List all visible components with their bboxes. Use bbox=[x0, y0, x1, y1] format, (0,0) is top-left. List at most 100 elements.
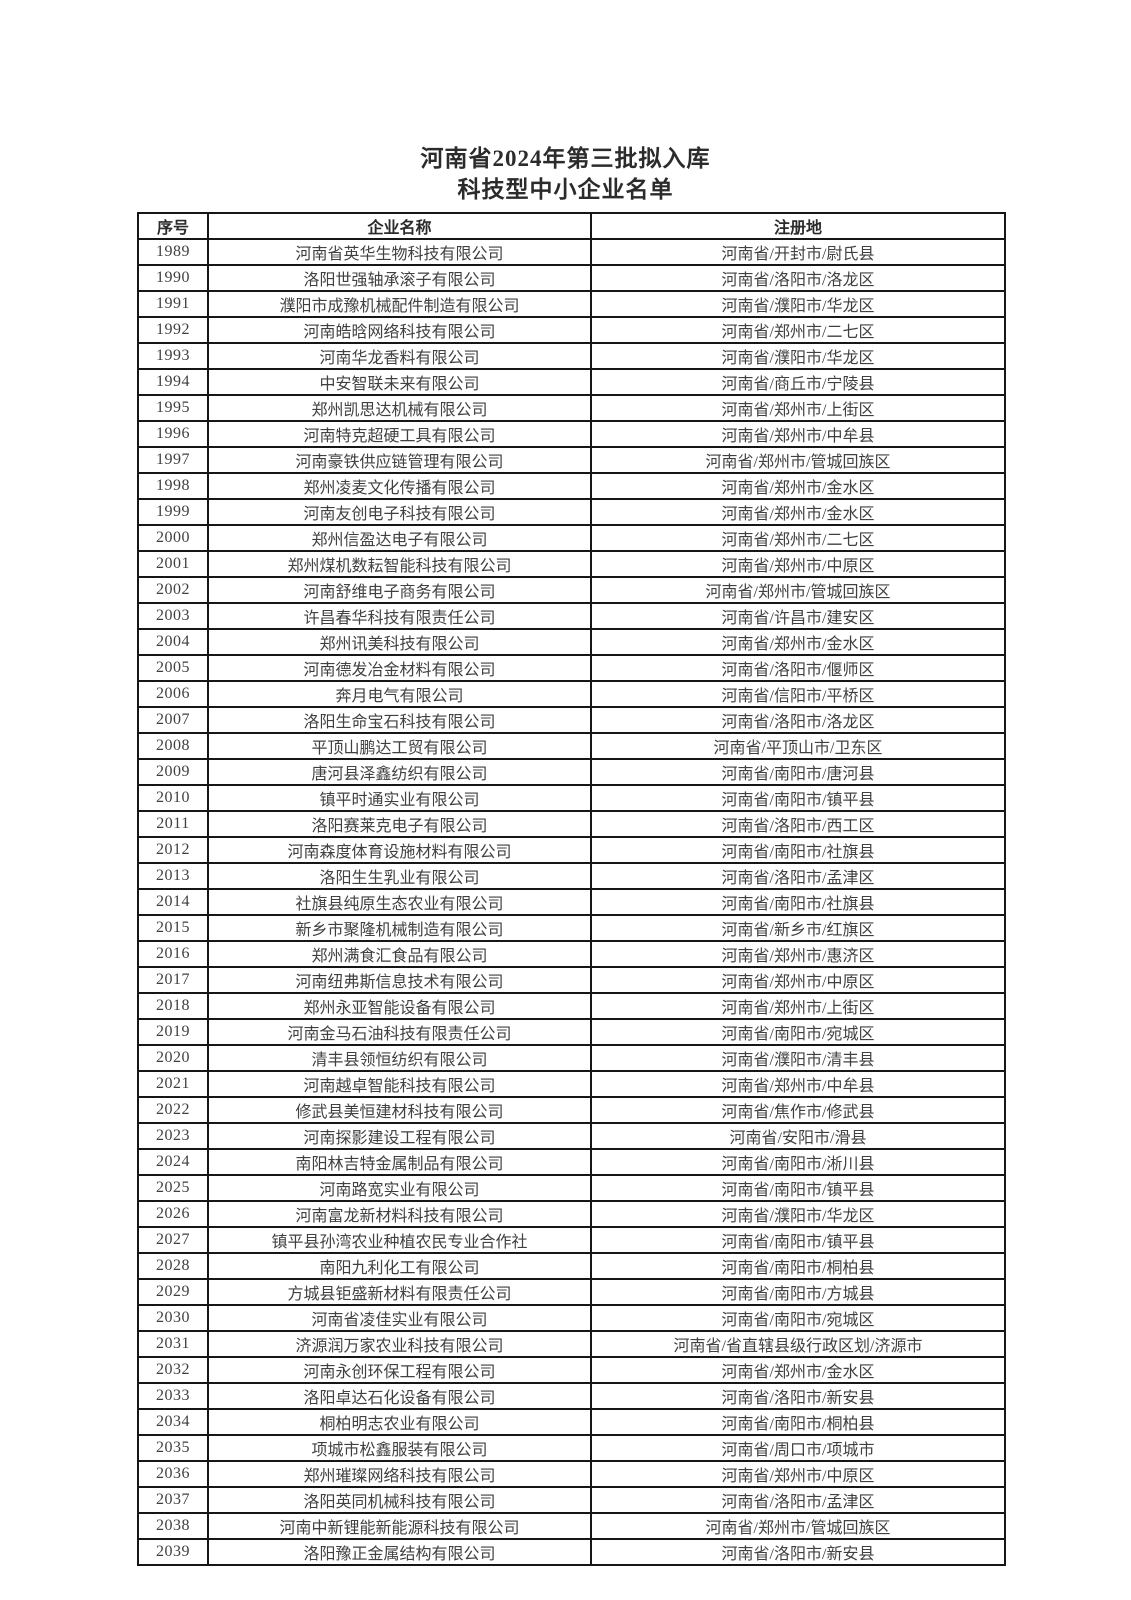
registration-cell: 河南省/郑州市/上街区 bbox=[590, 394, 1006, 422]
company-name-cell: 新乡市聚隆机械制造有限公司 bbox=[207, 914, 592, 942]
company-name-cell: 河南路宽实业有限公司 bbox=[207, 1174, 592, 1202]
company-name-cell: 濮阳市成豫机械配件制造有限公司 bbox=[207, 290, 592, 318]
company-name-cell: 郑州煤机数耘智能科技有限公司 bbox=[207, 550, 592, 578]
table-row: 2024 南阳林吉特金属制品有限公司 河南省/南阳市/淅川县 bbox=[137, 1148, 1006, 1176]
table-row: 2015 新乡市聚隆机械制造有限公司 河南省/新乡市/红旗区 bbox=[137, 914, 1006, 942]
serial-cell: 2023 bbox=[137, 1122, 209, 1150]
table-row: 1990 洛阳世强轴承滚子有限公司 河南省/洛阳市/洛龙区 bbox=[137, 264, 1006, 292]
table-row: 2011 洛阳赛莱克电子有限公司 河南省/洛阳市/西工区 bbox=[137, 810, 1006, 838]
table-row: 2007 洛阳生命宝石科技有限公司 河南省/洛阳市/洛龙区 bbox=[137, 706, 1006, 734]
company-name-cell: 洛阳赛莱克电子有限公司 bbox=[207, 810, 592, 838]
company-name-cell: 河南森度体育设施材料有限公司 bbox=[207, 836, 592, 864]
registration-cell: 河南省/南阳市/社旗县 bbox=[590, 888, 1006, 916]
registration-cell: 河南省/濮阳市/清丰县 bbox=[590, 1044, 1006, 1072]
registration-cell: 河南省/新乡市/红旗区 bbox=[590, 914, 1006, 942]
header-row: 序号 企业名称 注册地 bbox=[137, 212, 1006, 240]
table-row: 1994 中安智联未来有限公司 河南省/商丘市/宁陵县 bbox=[137, 368, 1006, 396]
serial-cell: 2030 bbox=[137, 1304, 209, 1332]
company-name-cell: 桐柏明志农业有限公司 bbox=[207, 1408, 592, 1436]
serial-cell: 2018 bbox=[137, 992, 209, 1020]
company-list-table: 序号 企业名称 注册地 1989 河南省英华生物科技有限公司 河南省/开封市/尉氏县… bbox=[137, 212, 1006, 1566]
company-name-cell: 洛阳豫正金属结构有限公司 bbox=[207, 1538, 592, 1566]
company-name-cell: 河南豪铁供应链管理有限公司 bbox=[207, 446, 592, 474]
serial-cell: 2021 bbox=[137, 1070, 209, 1098]
registration-cell: 河南省/郑州市/中牟县 bbox=[590, 1070, 1006, 1098]
table-row: 2038 河南中新锂能新能源科技有限公司 河南省/郑州市/管城回族区 bbox=[137, 1512, 1006, 1540]
table-row: 1989 河南省英华生物科技有限公司 河南省/开封市/尉氏县 bbox=[137, 238, 1006, 266]
registration-cell: 河南省/洛阳市/新安县 bbox=[590, 1538, 1006, 1566]
table-row: 2025 河南路宽实业有限公司 河南省/南阳市/镇平县 bbox=[137, 1174, 1006, 1202]
table-row: 1991 濮阳市成豫机械配件制造有限公司 河南省/濮阳市/华龙区 bbox=[137, 290, 1006, 318]
table-row: 2013 洛阳生生乳业有限公司 河南省/洛阳市/孟津区 bbox=[137, 862, 1006, 890]
registration-cell: 河南省/郑州市/管城回族区 bbox=[590, 446, 1006, 474]
page-title: 河南省2024年第三批拟入库 科技型中小企业名单 bbox=[0, 143, 1131, 205]
table-row: 2034 桐柏明志农业有限公司 河南省/南阳市/桐柏县 bbox=[137, 1408, 1006, 1436]
serial-cell: 2010 bbox=[137, 784, 209, 812]
serial-cell: 2035 bbox=[137, 1434, 209, 1462]
serial-cell: 2039 bbox=[137, 1538, 209, 1566]
serial-cell: 1993 bbox=[137, 342, 209, 370]
serial-cell: 2000 bbox=[137, 524, 209, 552]
serial-cell: 2012 bbox=[137, 836, 209, 864]
serial-cell: 2033 bbox=[137, 1382, 209, 1410]
serial-cell: 2002 bbox=[137, 576, 209, 604]
serial-cell: 2025 bbox=[137, 1174, 209, 1202]
serial-cell: 1997 bbox=[137, 446, 209, 474]
page-title-line1: 河南省2024年第三批拟入库 bbox=[420, 146, 711, 171]
serial-cell: 2003 bbox=[137, 602, 209, 630]
company-name-cell: 郑州讯美科技有限公司 bbox=[207, 628, 592, 656]
serial-cell: 2011 bbox=[137, 810, 209, 838]
registration-cell: 河南省/省直辖县级行政区划/济源市 bbox=[590, 1330, 1006, 1358]
registration-cell: 河南省/郑州市/管城回族区 bbox=[590, 1512, 1006, 1540]
company-name-cell: 奔月电气有限公司 bbox=[207, 680, 592, 708]
company-name-cell: 河南永创环保工程有限公司 bbox=[207, 1356, 592, 1384]
table-row: 2035 项城市松鑫服装有限公司 河南省/周口市/项城市 bbox=[137, 1434, 1006, 1462]
registration-cell: 河南省/郑州市/中牟县 bbox=[590, 420, 1006, 448]
table-row: 1995 郑州凯思达机械有限公司 河南省/郑州市/上街区 bbox=[137, 394, 1006, 422]
registration-cell: 河南省/郑州市/中原区 bbox=[590, 966, 1006, 994]
registration-cell: 河南省/郑州市/二七区 bbox=[590, 316, 1006, 344]
serial-cell: 2022 bbox=[137, 1096, 209, 1124]
company-name-cell: 修武县美恒建材科技有限公司 bbox=[207, 1096, 592, 1124]
registration-cell: 河南省/南阳市/淅川县 bbox=[590, 1148, 1006, 1176]
serial-cell: 2019 bbox=[137, 1018, 209, 1046]
registration-cell: 河南省/南阳市/唐河县 bbox=[590, 758, 1006, 786]
table-row: 2012 河南森度体育设施材料有限公司 河南省/南阳市/社旗县 bbox=[137, 836, 1006, 864]
company-name-cell: 方城县钜盛新材料有限责任公司 bbox=[207, 1278, 592, 1306]
table-row: 2029 方城县钜盛新材料有限责任公司 河南省/南阳市/方城县 bbox=[137, 1278, 1006, 1306]
company-name-cell: 项城市松鑫服装有限公司 bbox=[207, 1434, 592, 1462]
registration-cell: 河南省/濮阳市/华龙区 bbox=[590, 290, 1006, 318]
page-title-line2: 科技型中小企业名单 bbox=[457, 177, 674, 202]
table-row: 2028 南阳九利化工有限公司 河南省/南阳市/桐柏县 bbox=[137, 1252, 1006, 1280]
registration-cell: 河南省/安阳市/滑县 bbox=[590, 1122, 1006, 1150]
table-row: 2022 修武县美恒建材科技有限公司 河南省/焦作市/修武县 bbox=[137, 1096, 1006, 1124]
table-row: 2018 郑州永亚智能设备有限公司 河南省/郑州市/上街区 bbox=[137, 992, 1006, 1020]
table-row: 2017 河南纽弗斯信息技术有限公司 河南省/郑州市/中原区 bbox=[137, 966, 1006, 994]
company-name-cell: 唐河县泽鑫纺织有限公司 bbox=[207, 758, 592, 786]
company-name-cell: 洛阳世强轴承滚子有限公司 bbox=[207, 264, 592, 292]
table-row: 2033 洛阳卓达石化设备有限公司 河南省/洛阳市/新安县 bbox=[137, 1382, 1006, 1410]
serial-cell: 1992 bbox=[137, 316, 209, 344]
header-company-name: 企业名称 bbox=[207, 212, 592, 240]
company-name-cell: 南阳九利化工有限公司 bbox=[207, 1252, 592, 1280]
table-row: 1992 河南皓晗网络科技有限公司 河南省/郑州市/二七区 bbox=[137, 316, 1006, 344]
registration-cell: 河南省/南阳市/宛城区 bbox=[590, 1304, 1006, 1332]
serial-cell: 2005 bbox=[137, 654, 209, 682]
registration-cell: 河南省/南阳市/桐柏县 bbox=[590, 1252, 1006, 1280]
serial-cell: 2029 bbox=[137, 1278, 209, 1306]
company-name-cell: 洛阳生命宝石科技有限公司 bbox=[207, 706, 592, 734]
registration-cell: 河南省/濮阳市/华龙区 bbox=[590, 342, 1006, 370]
registration-cell: 河南省/焦作市/修武县 bbox=[590, 1096, 1006, 1124]
registration-cell: 河南省/郑州市/金水区 bbox=[590, 1356, 1006, 1384]
table-row: 2008 平顶山鹏达工贸有限公司 河南省/平顶山市/卫东区 bbox=[137, 732, 1006, 760]
registration-cell: 河南省/南阳市/镇平县 bbox=[590, 784, 1006, 812]
registration-cell: 河南省/南阳市/镇平县 bbox=[590, 1174, 1006, 1202]
registration-cell: 河南省/洛阳市/洛龙区 bbox=[590, 706, 1006, 734]
table-row: 2010 镇平时通实业有限公司 河南省/南阳市/镇平县 bbox=[137, 784, 1006, 812]
table-row: 2002 河南舒维电子商务有限公司 河南省/郑州市/管城回族区 bbox=[137, 576, 1006, 604]
serial-cell: 2017 bbox=[137, 966, 209, 994]
company-name-cell: 河南金马石油科技有限责任公司 bbox=[207, 1018, 592, 1046]
registration-cell: 河南省/信阳市/平桥区 bbox=[590, 680, 1006, 708]
company-name-cell: 郑州凯思达机械有限公司 bbox=[207, 394, 592, 422]
header-serial: 序号 bbox=[137, 212, 209, 240]
